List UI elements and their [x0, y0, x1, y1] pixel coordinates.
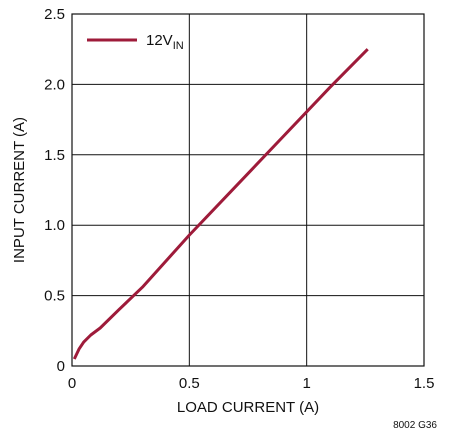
- x-tick-label: 1: [302, 375, 310, 392]
- x-tick-label: 1.5: [414, 375, 435, 392]
- legend: 12VIN: [87, 32, 184, 52]
- series-layer: [72, 48, 369, 360]
- legend-label-12vin: 12VIN: [146, 32, 184, 52]
- y-tick-label: 1.5: [44, 147, 65, 164]
- grid: [72, 14, 424, 366]
- x-tick-label: 0: [68, 375, 76, 392]
- y-tick-label: 0: [57, 358, 65, 375]
- y-tick-label: 2.0: [44, 76, 65, 93]
- legend-label-subscript: IN: [173, 40, 184, 52]
- x-axis-title: LOAD CURRENT (A): [177, 399, 319, 416]
- x-axis-ticks: 0 0.5 1 1.5: [68, 375, 435, 392]
- series-line-12vin: [72, 48, 369, 360]
- legend-label-main: 12V: [146, 32, 173, 49]
- plot-frame: [71, 13, 425, 367]
- figure-id: 8002 G36: [393, 420, 437, 431]
- y-tick-label: 2.5: [44, 6, 65, 23]
- y-axis-title: INPUT CURRENT (A): [11, 117, 28, 263]
- y-tick-label: 0.5: [44, 288, 65, 305]
- x-tick-label: 0.5: [179, 375, 200, 392]
- y-axis-ticks: 0 0.5 1.0 1.5 2.0 2.5: [44, 6, 65, 375]
- y-tick-label: 1.0: [44, 217, 65, 234]
